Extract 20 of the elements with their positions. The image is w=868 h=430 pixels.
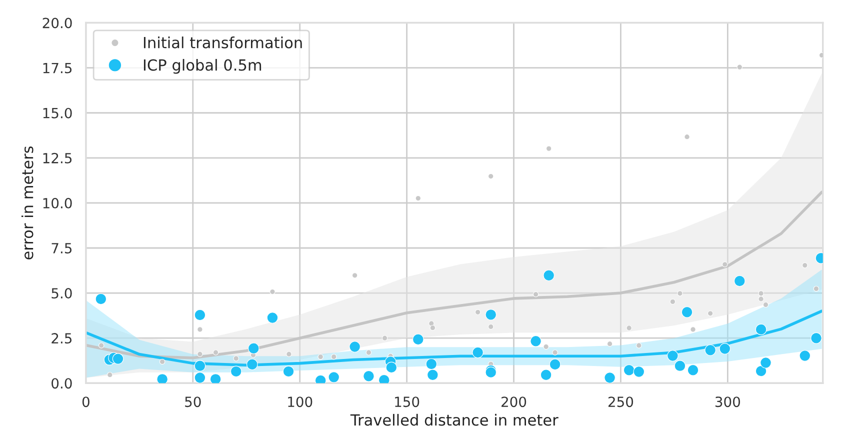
x-tick-label: 50 bbox=[185, 396, 201, 408]
legend-label: Initial transformation bbox=[144, 36, 302, 48]
x-tick-label: 0 bbox=[82, 396, 90, 408]
x-tick-label: 150 bbox=[395, 396, 420, 408]
y-tick-label: 7.5 bbox=[52, 243, 72, 254]
y-axis-title: error in meters bbox=[21, 146, 34, 260]
x-axis-title: Travelled distance in meter bbox=[350, 414, 558, 426]
legend-label: ICP global 0.5m bbox=[144, 58, 262, 74]
y-tick-label: 10.0 bbox=[43, 198, 72, 208]
y-tick-label: 2.5 bbox=[52, 333, 72, 344]
y-tick-label: 20.0 bbox=[42, 18, 72, 28]
y-tick-label: 0.0 bbox=[52, 378, 72, 389]
y-tick-label: 5.0 bbox=[52, 288, 72, 299]
x-tick-label: 100 bbox=[288, 396, 312, 408]
x-tick-label: 300 bbox=[715, 396, 740, 408]
y-tick-label: 15.0 bbox=[43, 108, 72, 118]
x-tick-label: 200 bbox=[502, 396, 526, 408]
y-tick-label: 17.5 bbox=[43, 62, 72, 74]
y-tick-label: 12.5 bbox=[43, 152, 72, 164]
x-tick-label: 250 bbox=[608, 396, 634, 408]
